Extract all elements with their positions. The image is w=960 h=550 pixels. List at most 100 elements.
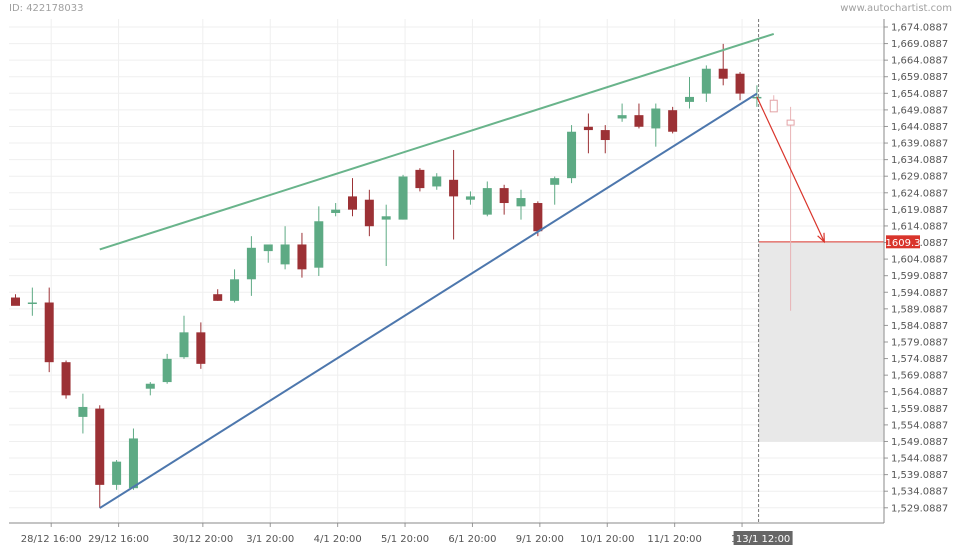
x-tick-label: 6/1 20:00 bbox=[448, 534, 496, 545]
candle-body bbox=[668, 110, 678, 132]
candle-body bbox=[600, 130, 610, 141]
x-tick-label: 29/12 16:00 bbox=[88, 534, 149, 545]
candle-body bbox=[685, 96, 694, 102]
candle-body bbox=[331, 209, 341, 213]
candle-body bbox=[348, 196, 357, 210]
y-tick-label: 1,529.0887 bbox=[891, 503, 948, 514]
x-tick-label: 11/1 20:00 bbox=[647, 534, 701, 545]
y-tick-label: 1,674.0887 bbox=[891, 22, 948, 33]
chart-id-label: ID: 422178033 bbox=[9, 3, 84, 14]
y-tick-label: 1,614.0887 bbox=[891, 221, 948, 232]
candle-body bbox=[280, 244, 290, 265]
y-tick-label: 1,584.0887 bbox=[891, 321, 948, 332]
candle-body bbox=[11, 297, 20, 306]
candle-body bbox=[398, 176, 408, 220]
candle-body bbox=[213, 294, 223, 301]
x-tick-label: 28/12 16:00 bbox=[21, 534, 82, 545]
candle-body bbox=[297, 244, 307, 270]
candle-body bbox=[381, 216, 391, 220]
candle-body bbox=[196, 332, 206, 364]
y-tick-label: 1,659.0887 bbox=[891, 72, 948, 83]
forecast-arrow-line bbox=[756, 96, 825, 243]
axes: 1,674.0887 1,669.0887 1,664.0887 1,659.0887… bbox=[9, 19, 948, 545]
target-zone bbox=[758, 241, 884, 442]
candle-body bbox=[465, 196, 475, 200]
y-tick-label: 1,554.0887 bbox=[891, 420, 948, 431]
candle-body bbox=[27, 302, 37, 304]
grid bbox=[9, 19, 884, 523]
candle-body bbox=[516, 198, 526, 207]
y-tick-label: 1,644.0887 bbox=[891, 122, 948, 133]
candle-body bbox=[61, 362, 71, 396]
resistance-line bbox=[99, 32, 775, 251]
y-tick-label: 1,619.0887 bbox=[891, 205, 948, 216]
candle-body bbox=[735, 73, 745, 94]
support-line bbox=[99, 92, 758, 509]
candle-body bbox=[112, 461, 122, 485]
x-tick-label: 9/1 20:00 bbox=[516, 534, 564, 545]
current-time-label: 13/1 12:00 bbox=[736, 534, 790, 545]
candle-body bbox=[617, 115, 627, 119]
y-tick-label: 1,599.0887 bbox=[891, 271, 948, 282]
x-tick-label: 5/1 20:00 bbox=[381, 534, 429, 545]
candle-body bbox=[651, 108, 661, 129]
candle-body bbox=[449, 179, 459, 197]
y-tick-label: 1,624.0887 bbox=[891, 188, 948, 199]
candle-body bbox=[415, 169, 425, 189]
y-tick-label: 1,669.0887 bbox=[891, 39, 948, 50]
current-price-label: 1609.3 bbox=[886, 238, 921, 249]
candle-body bbox=[583, 126, 593, 131]
trend-lines bbox=[99, 19, 825, 523]
x-tick-label: 3/1 20:00 bbox=[246, 534, 294, 545]
candle-body bbox=[364, 199, 374, 227]
candle-body bbox=[718, 68, 728, 79]
candle-body bbox=[567, 131, 577, 179]
y-tick-label: 1,654.0887 bbox=[891, 89, 948, 100]
candle-body bbox=[179, 332, 189, 358]
y-tick-label: 1,549.0887 bbox=[891, 437, 948, 448]
candle-body bbox=[162, 358, 172, 383]
y-tick-label: 1,579.0887 bbox=[891, 337, 948, 348]
watermark-url: www.autochartist.com bbox=[840, 3, 952, 14]
candle-body bbox=[145, 383, 155, 389]
y-tick-label: 1,574.0887 bbox=[891, 354, 948, 365]
candle-body bbox=[701, 68, 711, 94]
candles bbox=[11, 43, 795, 509]
candle-body bbox=[634, 115, 644, 127]
candle-body bbox=[432, 176, 442, 187]
candle-body bbox=[482, 188, 492, 215]
forecast-arrow-head bbox=[817, 232, 825, 244]
current-price-badge bbox=[886, 235, 920, 249]
candle-body bbox=[263, 244, 273, 252]
y-tick-label: 1,534.0887 bbox=[891, 487, 948, 498]
candle-body bbox=[128, 438, 138, 489]
y-tick-label: 1,649.0887 bbox=[891, 105, 948, 116]
y-tick-label: 1,569.0887 bbox=[891, 371, 948, 382]
y-tick-label: 1,589.0887 bbox=[891, 304, 948, 315]
y-tick-label: 1,594.0887 bbox=[891, 288, 948, 299]
target-zone-layer bbox=[758, 241, 884, 442]
candle-body bbox=[499, 188, 509, 204]
x-tick-label: 30/12 20:00 bbox=[172, 534, 233, 545]
x-tick-label: 4/1 20:00 bbox=[314, 534, 362, 545]
y-tick-label: 1,639.0887 bbox=[891, 139, 948, 150]
y-tick-label: 1,544.0887 bbox=[891, 454, 948, 465]
y-tick-label: 1,634.0887 bbox=[891, 155, 948, 166]
y-tick-label: 1,629.0887 bbox=[891, 172, 948, 183]
candle-body bbox=[786, 119, 795, 126]
y-tick-label: 1,664.0887 bbox=[891, 56, 948, 67]
candle-body bbox=[550, 178, 560, 185]
y-tick-label: 1,559.0887 bbox=[891, 404, 948, 415]
y-tick-label: 1,604.0887 bbox=[891, 255, 948, 266]
candle-body bbox=[769, 99, 778, 113]
candle-body bbox=[533, 203, 543, 232]
y-tick-label: 1,564.0887 bbox=[891, 387, 948, 398]
y-tick-label: 1,539.0887 bbox=[891, 470, 948, 481]
current-time-badge bbox=[733, 531, 793, 545]
candle-body bbox=[230, 279, 240, 301]
x-tick-label: 10/1 20:00 bbox=[580, 534, 634, 545]
candle-body bbox=[314, 221, 324, 268]
candle-body bbox=[44, 302, 54, 363]
candle-body bbox=[95, 408, 105, 485]
